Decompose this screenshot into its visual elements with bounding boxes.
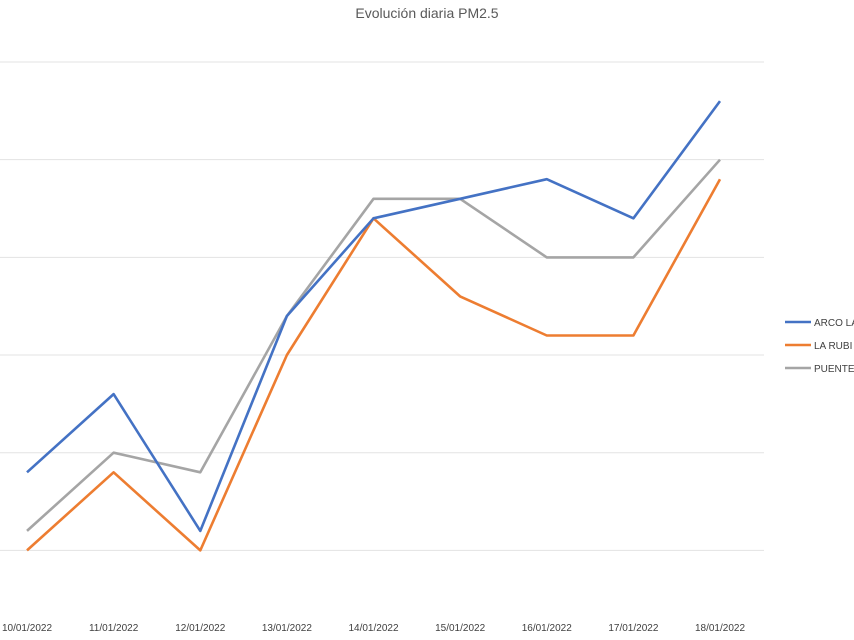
x-axis-tick-labels: 10/01/2022 11/01/2022 12/01/2022 13/01/2022… [2,623,745,634]
legend: ARCO LA LA RUBI PUENTE [785,318,854,375]
series-lines [26,100,722,552]
series-line [26,100,722,533]
legend-label: PUENTE [814,364,854,375]
x-tick-label: 16/01/2022 [522,623,572,634]
gridlines [0,61,764,551]
legend-label: LA RUBI [814,341,852,352]
legend-label: ARCO LA [814,318,854,329]
x-tick-label: 18/01/2022 [695,623,745,634]
x-tick-label: 11/01/2022 [89,623,139,634]
x-tick-label: 17/01/2022 [608,623,658,634]
chart-title: Evolución diaria PM2.5 [355,5,498,21]
series-line [26,158,721,532]
x-tick-label: 10/01/2022 [2,623,52,634]
x-tick-label: 13/01/2022 [262,623,312,634]
series-line [26,178,722,552]
x-tick-label: 15/01/2022 [435,623,485,634]
x-tick-label: 14/01/2022 [348,623,398,634]
x-tick-label: 12/01/2022 [175,623,225,634]
